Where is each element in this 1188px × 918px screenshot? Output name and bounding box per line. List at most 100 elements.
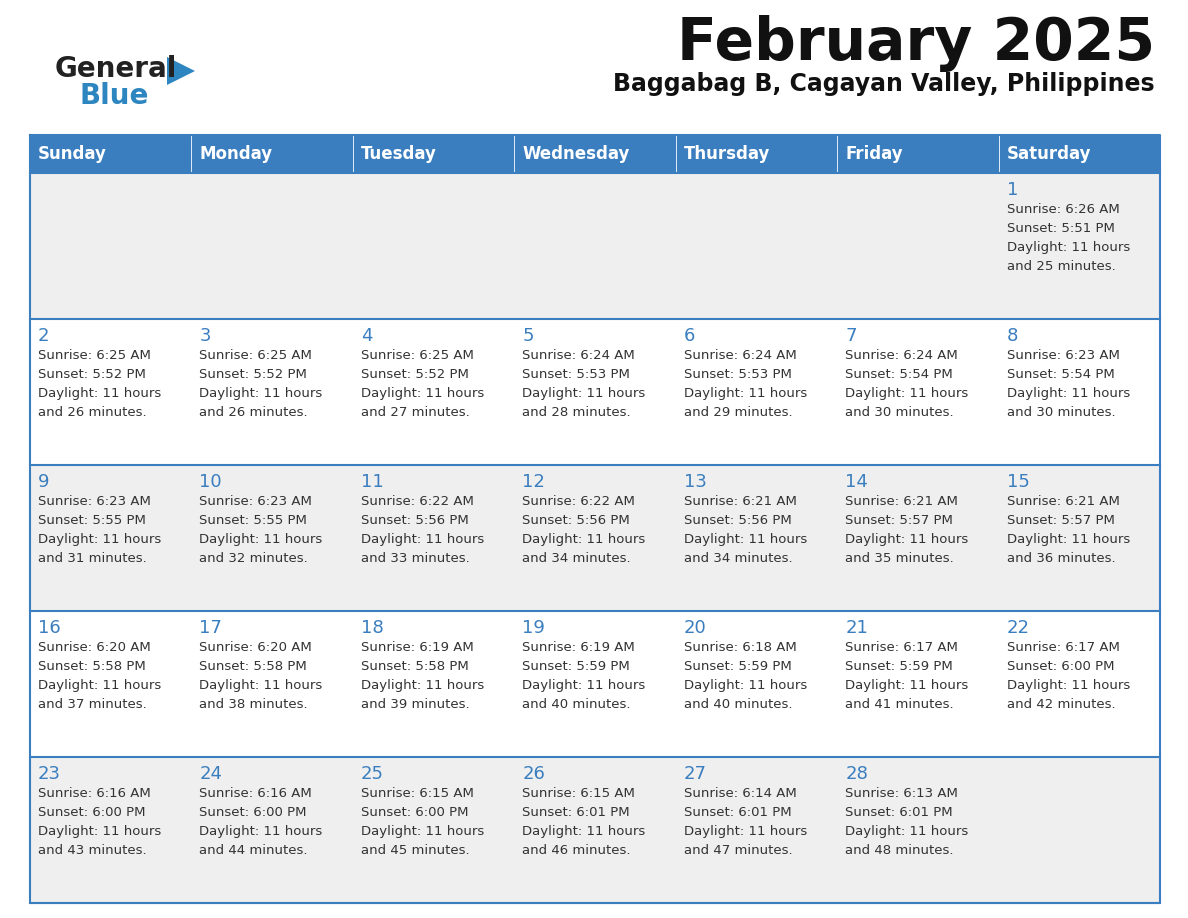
Text: and 26 minutes.: and 26 minutes. [200,406,308,419]
Text: Daylight: 11 hours: Daylight: 11 hours [361,679,484,692]
Text: Sunset: 5:58 PM: Sunset: 5:58 PM [361,660,468,673]
Text: Daylight: 11 hours: Daylight: 11 hours [38,825,162,838]
Text: 27: 27 [684,765,707,783]
Bar [30,465,1159,611]
Text: 24: 24 [200,765,222,783]
Text: and 40 minutes.: and 40 minutes. [523,698,631,711]
Text: Sunset: 5:55 PM: Sunset: 5:55 PM [38,514,146,527]
Text: Daylight: 11 hours: Daylight: 11 hours [845,679,968,692]
Text: Daylight: 11 hours: Daylight: 11 hours [845,825,968,838]
Text: Daylight: 11 hours: Daylight: 11 hours [38,387,162,400]
Text: and 39 minutes.: and 39 minutes. [361,698,469,711]
Text: Daylight: 11 hours: Daylight: 11 hours [523,387,645,400]
Text: Sunrise: 6:19 AM: Sunrise: 6:19 AM [361,641,474,654]
Text: and 44 minutes.: and 44 minutes. [200,844,308,857]
Text: and 43 minutes.: and 43 minutes. [38,844,146,857]
Text: Daylight: 11 hours: Daylight: 11 hours [1006,679,1130,692]
Text: Sunset: 6:01 PM: Sunset: 6:01 PM [845,806,953,819]
Text: Daylight: 11 hours: Daylight: 11 hours [523,825,645,838]
Text: Sunset: 5:54 PM: Sunset: 5:54 PM [1006,368,1114,381]
Text: 13: 13 [684,473,707,491]
Bar [30,135,191,173]
Text: Sunset: 5:56 PM: Sunset: 5:56 PM [361,514,468,527]
Text: Sunset: 6:00 PM: Sunset: 6:00 PM [361,806,468,819]
Text: Sunday: Sunday [38,145,107,163]
Text: Daylight: 11 hours: Daylight: 11 hours [1006,241,1130,254]
Text: Daylight: 11 hours: Daylight: 11 hours [361,533,484,546]
Text: Daylight: 11 hours: Daylight: 11 hours [684,533,807,546]
Text: Daylight: 11 hours: Daylight: 11 hours [845,387,968,400]
Text: Blue: Blue [80,82,150,110]
Bar [353,135,514,173]
Text: 28: 28 [845,765,868,783]
Text: Sunset: 5:57 PM: Sunset: 5:57 PM [1006,514,1114,527]
Text: 23: 23 [38,765,61,783]
Text: 2: 2 [38,327,50,345]
Text: Sunrise: 6:20 AM: Sunrise: 6:20 AM [38,641,151,654]
Text: Sunrise: 6:25 AM: Sunrise: 6:25 AM [200,349,312,362]
Text: 18: 18 [361,619,384,637]
Text: Sunset: 6:00 PM: Sunset: 6:00 PM [38,806,145,819]
Text: 25: 25 [361,765,384,783]
Text: Daylight: 11 hours: Daylight: 11 hours [361,387,484,400]
Text: Daylight: 11 hours: Daylight: 11 hours [1006,387,1130,400]
Text: 7: 7 [845,327,857,345]
Bar [30,319,1159,465]
Text: Daylight: 11 hours: Daylight: 11 hours [200,679,323,692]
Text: Sunset: 5:52 PM: Sunset: 5:52 PM [361,368,469,381]
Text: Sunrise: 6:23 AM: Sunrise: 6:23 AM [1006,349,1119,362]
Text: 26: 26 [523,765,545,783]
Text: Friday: Friday [845,145,903,163]
Text: Sunrise: 6:16 AM: Sunrise: 6:16 AM [200,787,312,800]
Text: Daylight: 11 hours: Daylight: 11 hours [845,533,968,546]
Text: 19: 19 [523,619,545,637]
Text: and 26 minutes.: and 26 minutes. [38,406,146,419]
Text: Sunset: 5:59 PM: Sunset: 5:59 PM [684,660,791,673]
Text: and 28 minutes.: and 28 minutes. [523,406,631,419]
Text: Sunset: 6:01 PM: Sunset: 6:01 PM [684,806,791,819]
Bar [514,135,676,173]
Text: Sunrise: 6:20 AM: Sunrise: 6:20 AM [200,641,312,654]
Text: and 38 minutes.: and 38 minutes. [200,698,308,711]
Text: and 42 minutes.: and 42 minutes. [1006,698,1116,711]
Text: Sunrise: 6:15 AM: Sunrise: 6:15 AM [523,787,636,800]
Text: and 48 minutes.: and 48 minutes. [845,844,954,857]
Text: General: General [55,55,177,83]
Text: 20: 20 [684,619,707,637]
Bar [191,135,353,173]
Text: February 2025: February 2025 [677,15,1155,72]
Text: and 33 minutes.: and 33 minutes. [361,552,469,565]
Text: Daylight: 11 hours: Daylight: 11 hours [200,825,323,838]
Text: 8: 8 [1006,327,1018,345]
Text: Sunset: 5:52 PM: Sunset: 5:52 PM [200,368,308,381]
Text: 15: 15 [1006,473,1030,491]
Text: and 47 minutes.: and 47 minutes. [684,844,792,857]
Text: Daylight: 11 hours: Daylight: 11 hours [684,825,807,838]
Text: Daylight: 11 hours: Daylight: 11 hours [1006,533,1130,546]
Text: Sunrise: 6:22 AM: Sunrise: 6:22 AM [361,495,474,508]
Text: Sunset: 5:56 PM: Sunset: 5:56 PM [523,514,630,527]
Text: Sunrise: 6:13 AM: Sunrise: 6:13 AM [845,787,958,800]
Text: Daylight: 11 hours: Daylight: 11 hours [684,387,807,400]
Text: Sunrise: 6:19 AM: Sunrise: 6:19 AM [523,641,636,654]
Text: Daylight: 11 hours: Daylight: 11 hours [38,679,162,692]
Text: Sunrise: 6:17 AM: Sunrise: 6:17 AM [845,641,958,654]
Text: Sunset: 5:53 PM: Sunset: 5:53 PM [523,368,630,381]
Text: Sunrise: 6:22 AM: Sunrise: 6:22 AM [523,495,636,508]
Text: Sunrise: 6:24 AM: Sunrise: 6:24 AM [523,349,636,362]
Text: and 29 minutes.: and 29 minutes. [684,406,792,419]
Text: Monday: Monday [200,145,272,163]
Text: and 34 minutes.: and 34 minutes. [684,552,792,565]
Text: 1: 1 [1006,181,1018,199]
Text: Sunrise: 6:24 AM: Sunrise: 6:24 AM [845,349,958,362]
Bar [30,757,1159,903]
Text: Sunrise: 6:25 AM: Sunrise: 6:25 AM [361,349,474,362]
Text: 21: 21 [845,619,868,637]
Text: and 45 minutes.: and 45 minutes. [361,844,469,857]
Text: Sunrise: 6:14 AM: Sunrise: 6:14 AM [684,787,796,800]
Text: 9: 9 [38,473,50,491]
Text: Daylight: 11 hours: Daylight: 11 hours [684,679,807,692]
Text: and 46 minutes.: and 46 minutes. [523,844,631,857]
Text: Daylight: 11 hours: Daylight: 11 hours [200,533,323,546]
Bar [30,173,1159,319]
